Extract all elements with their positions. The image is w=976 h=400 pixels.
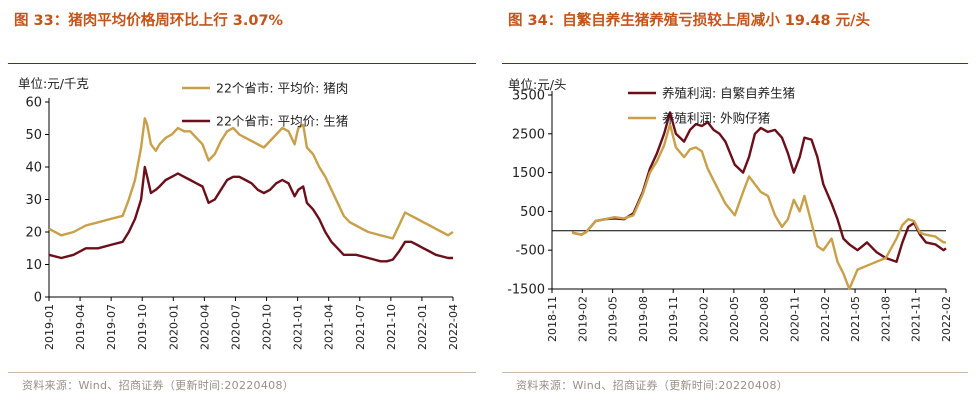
chart-33-svg: 0 10 20 30 40 50 60 2019-01 2019-04 2019-07 2019-1… <box>18 76 460 350</box>
chart-34-legend-label-2: 养殖利润: 外购仔猪 <box>662 111 770 126</box>
chart-34-x-tick-label: 2019-05 <box>607 296 620 342</box>
chart-33-x-tick-label: 2019-01 <box>43 304 56 350</box>
chart-33-x-tick-label: 2021-10 <box>385 304 398 350</box>
chart-34-y-tick-label: 500 <box>520 205 545 220</box>
chart-33-y-tick-label: 50 <box>25 128 42 143</box>
chart-33-footer-rule <box>8 372 476 373</box>
chart-34-title-rule <box>502 63 968 64</box>
chart-33-legend-label-1: 22个省市: 平均价: 猪肉 <box>216 81 348 96</box>
chart-33-x-tick-label: 2021-07 <box>354 304 367 350</box>
chart-33-y-tick-label: 20 <box>25 226 42 241</box>
chart-34-y-tick-label: -500 <box>515 244 545 259</box>
chart-34-panel: 图 34：自繁自养生猪养殖亏损较上周减小 19.48 元/头 -1500 -500… <box>494 0 976 400</box>
chart-33-title: 图 33：猪肉平均价格周环比上行 3.07% <box>14 13 284 29</box>
chart-34-x-tick-label: 2019-11 <box>667 296 680 342</box>
chart-34-x-tick-label: 2019-02 <box>576 296 589 342</box>
chart-34-x-tick-label: 2020-05 <box>728 296 741 342</box>
chart-33-x-tick-label: 2019-07 <box>105 304 118 350</box>
chart-34-y-tick-label: 3500 <box>512 89 545 104</box>
chart-33-y-tick-label: 30 <box>25 193 42 208</box>
chart-33-legend-label-2: 22个省市: 平均价: 生猪 <box>216 114 348 129</box>
chart-34-svg: -1500 -500 500 1500 2500 3500 2018-11 2019-02 20… <box>507 77 953 342</box>
chart-34-y-tick-label: 2500 <box>512 127 545 142</box>
chart-33-x-tick-label: 2020-07 <box>229 304 242 350</box>
chart-33-x-tick-label: 2022-01 <box>416 304 429 350</box>
chart-34-y-tick-label: 1500 <box>512 166 545 181</box>
chart-33-panel: 图 33：猪肉平均价格周环比上行 3.07% 0 10 20 30 40 50 60 2019… <box>0 0 484 400</box>
chart-34-series-line-2 <box>571 122 946 291</box>
chart-34-x-tick-label: 2020-08 <box>758 296 771 342</box>
chart-34-x-tick-label: 2021-05 <box>849 296 862 342</box>
chart-33-y-tick-label: 40 <box>25 161 42 176</box>
chart-33-x-tick-label: 2019-10 <box>136 304 149 350</box>
chart-33-series-line-1 <box>48 117 454 240</box>
chart-34-unit-label: 单位:元/头 <box>508 77 566 92</box>
chart-33-x-tick-label: 2019-04 <box>74 304 87 350</box>
chart-34-series-line-1 <box>571 111 947 263</box>
chart-33-y-tick-label: 60 <box>25 96 42 111</box>
chart-34-title: 图 34：自繁自养生猪养殖亏损较上周减小 19.48 元/头 <box>508 13 870 29</box>
chart-34-x-tick-label: 2021-11 <box>910 296 923 342</box>
chart-33-x-tick-label: 2021-04 <box>323 304 336 350</box>
chart-33-x-tick-label: 2020-01 <box>167 304 180 350</box>
chart-34-x-tick-label: 2020-11 <box>788 296 801 342</box>
chart-34-footer-rule <box>502 372 968 373</box>
chart-34-x-tick-label: 2021-02 <box>819 296 832 342</box>
chart-33-series-line-2 <box>48 165 453 263</box>
chart-33-x-tick-label: 2020-04 <box>198 304 211 350</box>
chart-34-x-tick-label: 2018-11 <box>546 296 559 342</box>
chart-33-x-tick-label: 2021-01 <box>292 304 305 350</box>
chart-34-x-tick-label: 2022-02 <box>940 296 953 342</box>
chart-34-x-tick-label: 2020-02 <box>698 296 711 342</box>
chart-34-x-tick-label: 2021-08 <box>879 296 892 342</box>
chart-34-x-tick-label: 2019-08 <box>637 296 650 342</box>
chart-33-y-tick-label: 0 <box>34 291 42 306</box>
chart-33-x-tick-label: 2020-10 <box>261 304 274 350</box>
chart-33-x-tick-label: 2022-04 <box>447 304 460 350</box>
chart-34-source: 资料来源：Wind、招商证券（更新时间:20220408） <box>516 379 789 392</box>
chart-34-y-tick-label: -1500 <box>507 283 545 298</box>
chart-33-y-tick-label: 10 <box>25 258 42 273</box>
chart-34-legend-label-1: 养殖利润: 自繁自养生猪 <box>662 86 795 101</box>
chart-33-source: 资料来源：Wind、招商证券（更新时间:20220408） <box>22 379 295 392</box>
chart-33-title-rule <box>8 63 476 64</box>
chart-33-unit-label: 单位:元/千克 <box>18 76 89 91</box>
